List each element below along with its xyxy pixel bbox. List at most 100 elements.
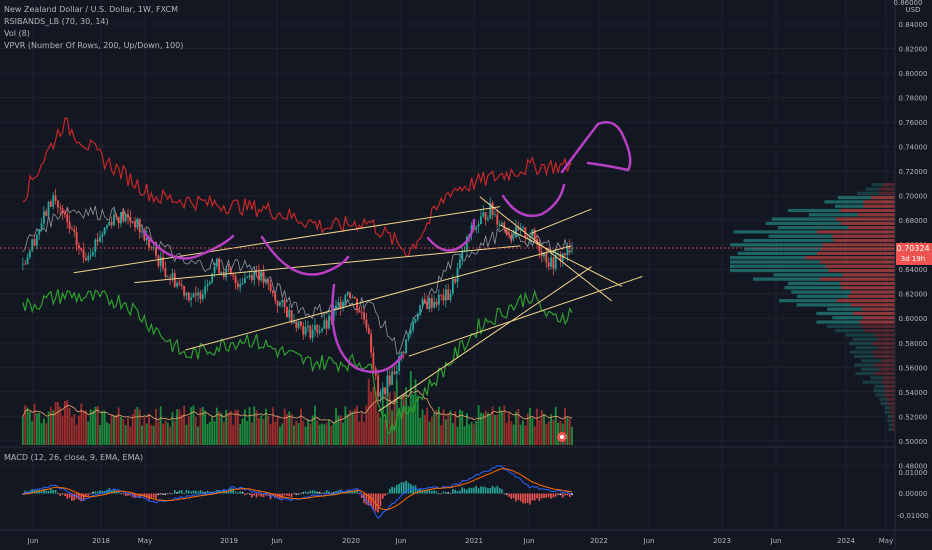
macd-hist-bar — [426, 490, 428, 494]
macd-hist-bar — [201, 491, 204, 494]
volume-bar — [475, 421, 478, 445]
candle-body — [463, 250, 466, 251]
macd-axis-label: 0.01000 — [899, 469, 928, 477]
vpvr-down-bar — [884, 389, 895, 393]
volume-bar — [108, 423, 111, 445]
vpvr-down-bar — [874, 333, 895, 337]
vpvr-down-bar — [840, 221, 895, 225]
trendlines[interactable] — [73, 196, 643, 412]
candle-body — [159, 257, 162, 266]
macd-line — [22, 464, 573, 519]
macd-hist-bar — [190, 491, 192, 494]
vpvr-down-bar — [857, 213, 895, 217]
macd-hist-bar — [328, 491, 330, 494]
candle-body — [35, 234, 38, 246]
macd-hist-bar — [433, 490, 435, 494]
macd-hist-bar — [473, 487, 475, 494]
macd-hist-bar — [370, 493, 372, 506]
macd-hist-bar — [206, 490, 209, 494]
volume-bar — [243, 409, 246, 445]
volume-bar — [78, 415, 80, 445]
candle-body — [321, 328, 323, 331]
vpvr-up-bar — [879, 397, 887, 401]
volume-bar — [234, 409, 237, 445]
candle-body — [40, 223, 43, 230]
volume-bar — [498, 406, 501, 445]
volume-bar — [87, 421, 90, 445]
volume-bar — [302, 420, 305, 445]
vpvr-down-bar — [841, 286, 895, 290]
candle-body — [94, 239, 97, 252]
macd-hist-bar — [120, 493, 122, 495]
vpvr-up-bar — [834, 204, 864, 208]
macd-legend[interactable]: MACD (12, 26, close, 9, EMA, EMA) — [4, 453, 144, 462]
drawing-arc-1 — [142, 230, 235, 260]
volume-bar — [31, 421, 34, 445]
volume-bar — [49, 407, 52, 445]
candle-body — [344, 294, 347, 304]
volume-legend[interactable]: Vol (8) — [4, 29, 30, 38]
candle-body — [75, 231, 78, 246]
macd-hist-bar — [246, 493, 249, 495]
candle-body — [559, 254, 562, 261]
volume-bar — [386, 391, 389, 445]
trendline — [479, 196, 613, 302]
macd-axis[interactable]: 0.01000 0.00000 -0.01000 — [897, 469, 928, 520]
price-axis-label: 0.62000 — [899, 291, 928, 299]
freehand-drawings[interactable] — [142, 121, 632, 374]
macd-hist-bar — [498, 488, 501, 494]
candle-body — [314, 325, 316, 330]
volume-bar — [524, 425, 527, 445]
macd-hist-bar — [351, 491, 354, 494]
macd-hist-bar — [192, 490, 195, 494]
candle-body — [353, 297, 356, 299]
macd-hist-bar — [138, 493, 141, 498]
volume-bar — [276, 416, 279, 445]
vpvr-down-bar — [833, 238, 895, 243]
candle-body — [162, 257, 165, 268]
candle-body — [409, 330, 412, 334]
volume-bar — [398, 407, 401, 445]
macd-hist-bar — [428, 490, 431, 494]
rsibands-legend[interactable]: RSIBANDS_LB (70, 30, 14) — [4, 17, 109, 26]
candle-body — [522, 227, 524, 229]
volume-bar — [183, 405, 186, 445]
volume-bar — [257, 418, 260, 445]
candle-body — [456, 268, 459, 283]
macd-hist-bar — [421, 490, 424, 494]
candle-body — [538, 243, 541, 252]
volume-bar — [388, 392, 391, 445]
price-axis-label: 0.76000 — [899, 119, 928, 127]
volume-bar — [489, 414, 492, 445]
macd-hist-bar — [68, 493, 71, 498]
symbol-legend[interactable]: New Zealand Dollar / U.S. Dollar, 1W, FX… — [4, 5, 178, 14]
volume-bar — [564, 407, 566, 445]
macd-hist-bar — [496, 485, 499, 494]
vpvr-legend[interactable]: VPVR (Number Of Rows, 200, Up/Down, 100) — [4, 41, 184, 50]
candle-body — [26, 257, 29, 265]
volume-bar — [353, 408, 356, 445]
volume-bar — [496, 414, 499, 445]
volume-bar — [236, 409, 239, 445]
candle-body — [477, 224, 480, 227]
volume-bar — [479, 412, 482, 445]
volume-bar — [248, 407, 251, 445]
vpvr-down-bar — [850, 303, 895, 307]
candle-body — [143, 231, 146, 241]
macd-pane[interactable] — [22, 464, 573, 519]
volume-bars — [21, 371, 574, 445]
macd-hist-bar — [524, 493, 527, 504]
macd-hist-bar — [559, 493, 562, 496]
candle-body — [248, 275, 251, 278]
macd-hist-bar — [38, 490, 41, 494]
macd-hist-bar — [536, 493, 538, 499]
price-pane[interactable] — [0, 0, 895, 530]
volume-bar — [510, 421, 513, 445]
candle-body — [239, 284, 242, 288]
volume-bar — [120, 416, 122, 445]
macd-hist-bar — [302, 492, 305, 494]
time-axis[interactable]: Jun 2018 May 2019 Jun 2020 Jun 2021 Jun 2022 Jun 20… — [27, 537, 894, 545]
candle-body — [367, 327, 370, 334]
